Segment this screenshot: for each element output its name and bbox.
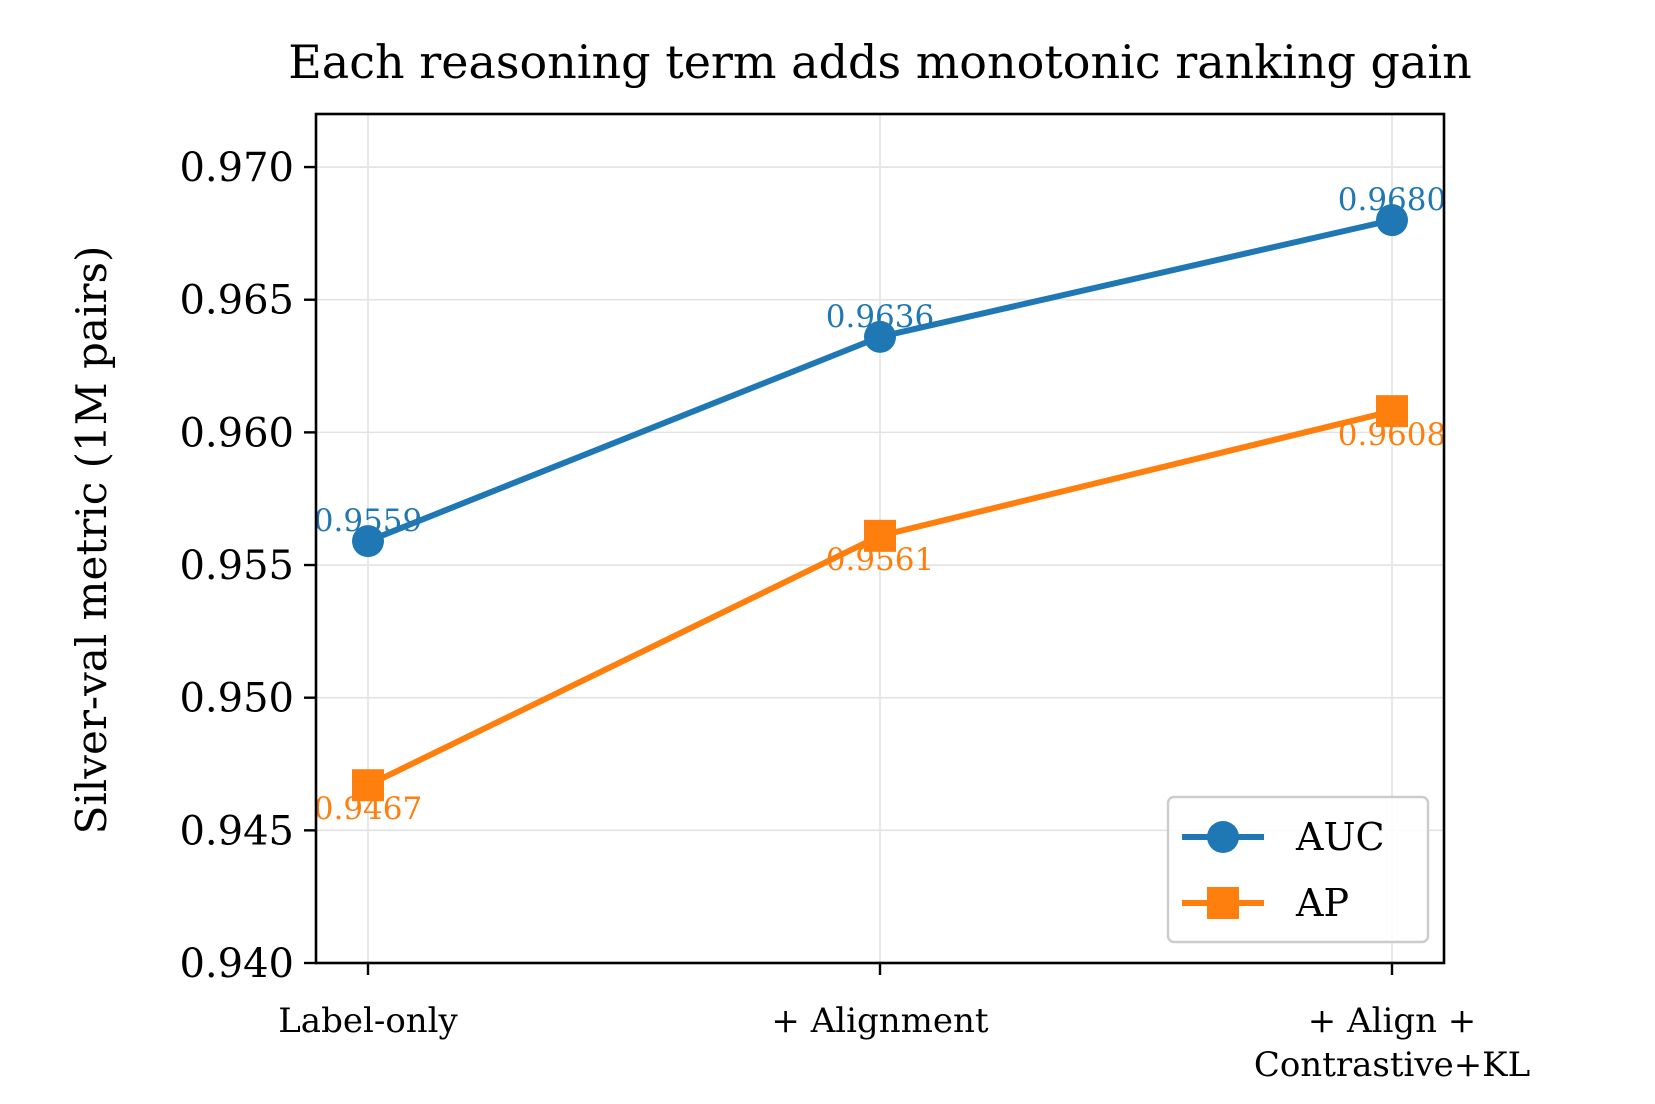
x-tick-label: + Alignment [771, 1001, 989, 1041]
series-layer [352, 204, 1408, 802]
legend: AUC AP [1166, 795, 1430, 944]
y-tick-label: 0.945 [179, 808, 294, 854]
axes: 0.940 0.945 0.950 0.955 0.960 0.965 0.970 Label… [179, 145, 1530, 1085]
data-point-ap [352, 769, 384, 802]
legend-label-auc: AUC [1295, 815, 1385, 859]
x-tick-label: Label-only [278, 1001, 458, 1041]
data-point-ap [864, 519, 896, 552]
legend-marker-auc [1207, 821, 1239, 853]
data-label-ap: 0.9467 [314, 791, 422, 827]
data-label-auc: 0.9636 [826, 299, 934, 335]
data-point-auc [1376, 204, 1408, 237]
data-label-ap: 0.9561 [826, 542, 934, 578]
data-labels: 0.9559 0.9636 0.9680 0.9467 0.9561 0.9608 [314, 182, 1446, 827]
y-axis-label: Silver-val metric (1M pairs) [67, 246, 116, 835]
legend-marker-ap [1207, 887, 1239, 919]
legend-label-ap: AP [1295, 881, 1349, 925]
data-label-auc: 0.9559 [314, 503, 422, 539]
x-tick-label: Contrastive+KL [1254, 1045, 1530, 1085]
y-tick-label: 0.940 [179, 941, 294, 987]
y-tick-label: 0.965 [179, 278, 294, 324]
y-tick-label: 0.970 [179, 145, 294, 191]
data-point-auc [864, 320, 896, 353]
y-tick-label: 0.950 [179, 676, 294, 722]
y-tick-label: 0.955 [179, 543, 294, 589]
chart-title: Each reasoning term adds monotonic ranki… [288, 35, 1472, 89]
data-point-auc [352, 525, 384, 558]
data-label-ap: 0.9608 [1338, 417, 1446, 453]
data-point-ap [1376, 395, 1408, 428]
data-label-auc: 0.9680 [1338, 182, 1446, 218]
y-tick-label: 0.960 [179, 410, 294, 456]
x-tick-label: + Align + [1308, 1001, 1477, 1041]
